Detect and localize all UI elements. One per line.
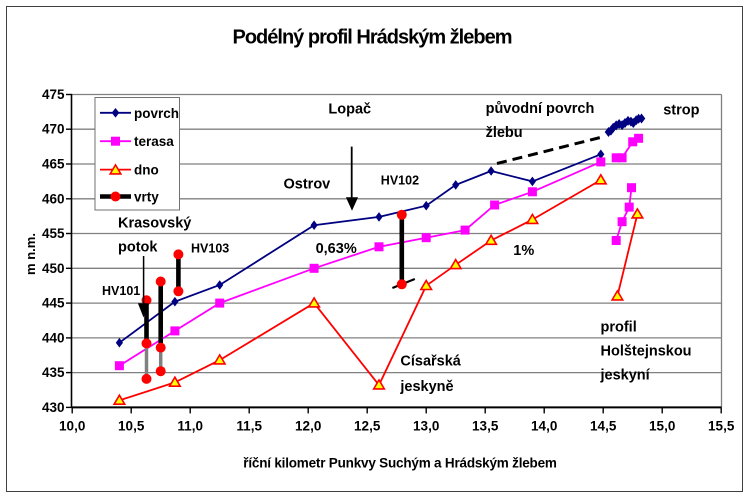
svg-text:HV103: HV103 (191, 242, 229, 256)
svg-text:455: 455 (42, 226, 65, 241)
svg-text:13,0: 13,0 (413, 419, 439, 434)
svg-text:HV102: HV102 (381, 174, 419, 188)
svg-text:Holštejnskou: Holštejnskou (601, 344, 692, 360)
svg-text:12,5: 12,5 (354, 419, 381, 434)
svg-text:12,0: 12,0 (295, 419, 321, 434)
svg-text:Krasovský: Krasovský (118, 216, 191, 232)
svg-text:475: 475 (42, 87, 65, 102)
svg-text:jeskyní: jeskyní (600, 368, 651, 384)
svg-text:13,5: 13,5 (472, 419, 499, 434)
svg-text:445: 445 (42, 296, 65, 311)
svg-text:440: 440 (42, 330, 65, 345)
svg-text:10,0: 10,0 (59, 419, 85, 434)
svg-text:11,0: 11,0 (177, 419, 203, 434)
svg-text:původní povrch: původní povrch (486, 101, 595, 117)
svg-text:11,5: 11,5 (236, 419, 262, 434)
svg-text:15,0: 15,0 (649, 419, 675, 434)
svg-text:14,5: 14,5 (590, 419, 617, 434)
svg-text:450: 450 (42, 261, 65, 276)
svg-text:0,63%: 0,63% (316, 241, 357, 257)
svg-text:vrty: vrty (134, 190, 159, 205)
svg-text:15,5: 15,5 (708, 419, 735, 434)
svg-text:m n.m.: m n.m. (23, 233, 38, 275)
svg-text:dno: dno (134, 163, 159, 178)
svg-text:465: 465 (42, 157, 65, 172)
svg-text:terasa: terasa (134, 134, 174, 149)
svg-text:14,0: 14,0 (531, 419, 557, 434)
svg-text:žlebu: žlebu (486, 125, 523, 141)
svg-text:HV101: HV101 (102, 284, 140, 298)
svg-text:povrch: povrch (134, 106, 179, 121)
svg-text:Podélný profil Hrádským žlebem: Podélný profil Hrádským žlebem (233, 27, 512, 49)
svg-text:1%: 1% (513, 243, 534, 259)
svg-text:10,5: 10,5 (118, 419, 145, 434)
svg-text:430: 430 (42, 400, 65, 415)
svg-text:Lopač: Lopač (328, 102, 371, 118)
svg-text:Císařská: Císařská (400, 354, 461, 370)
svg-text:profil: profil (601, 320, 637, 336)
svg-text:460: 460 (42, 191, 65, 206)
svg-text:435: 435 (42, 365, 65, 380)
svg-text:jeskyně: jeskyně (399, 379, 453, 395)
svg-text:470: 470 (42, 122, 65, 137)
svg-text:říční kilometr Punkvy Suchým a: říční kilometr Punkvy Suchým a Hrádským … (243, 456, 557, 471)
svg-text:potok: potok (118, 240, 158, 256)
svg-text:Ostrov: Ostrov (284, 177, 331, 193)
svg-text:strop: strop (663, 103, 699, 119)
